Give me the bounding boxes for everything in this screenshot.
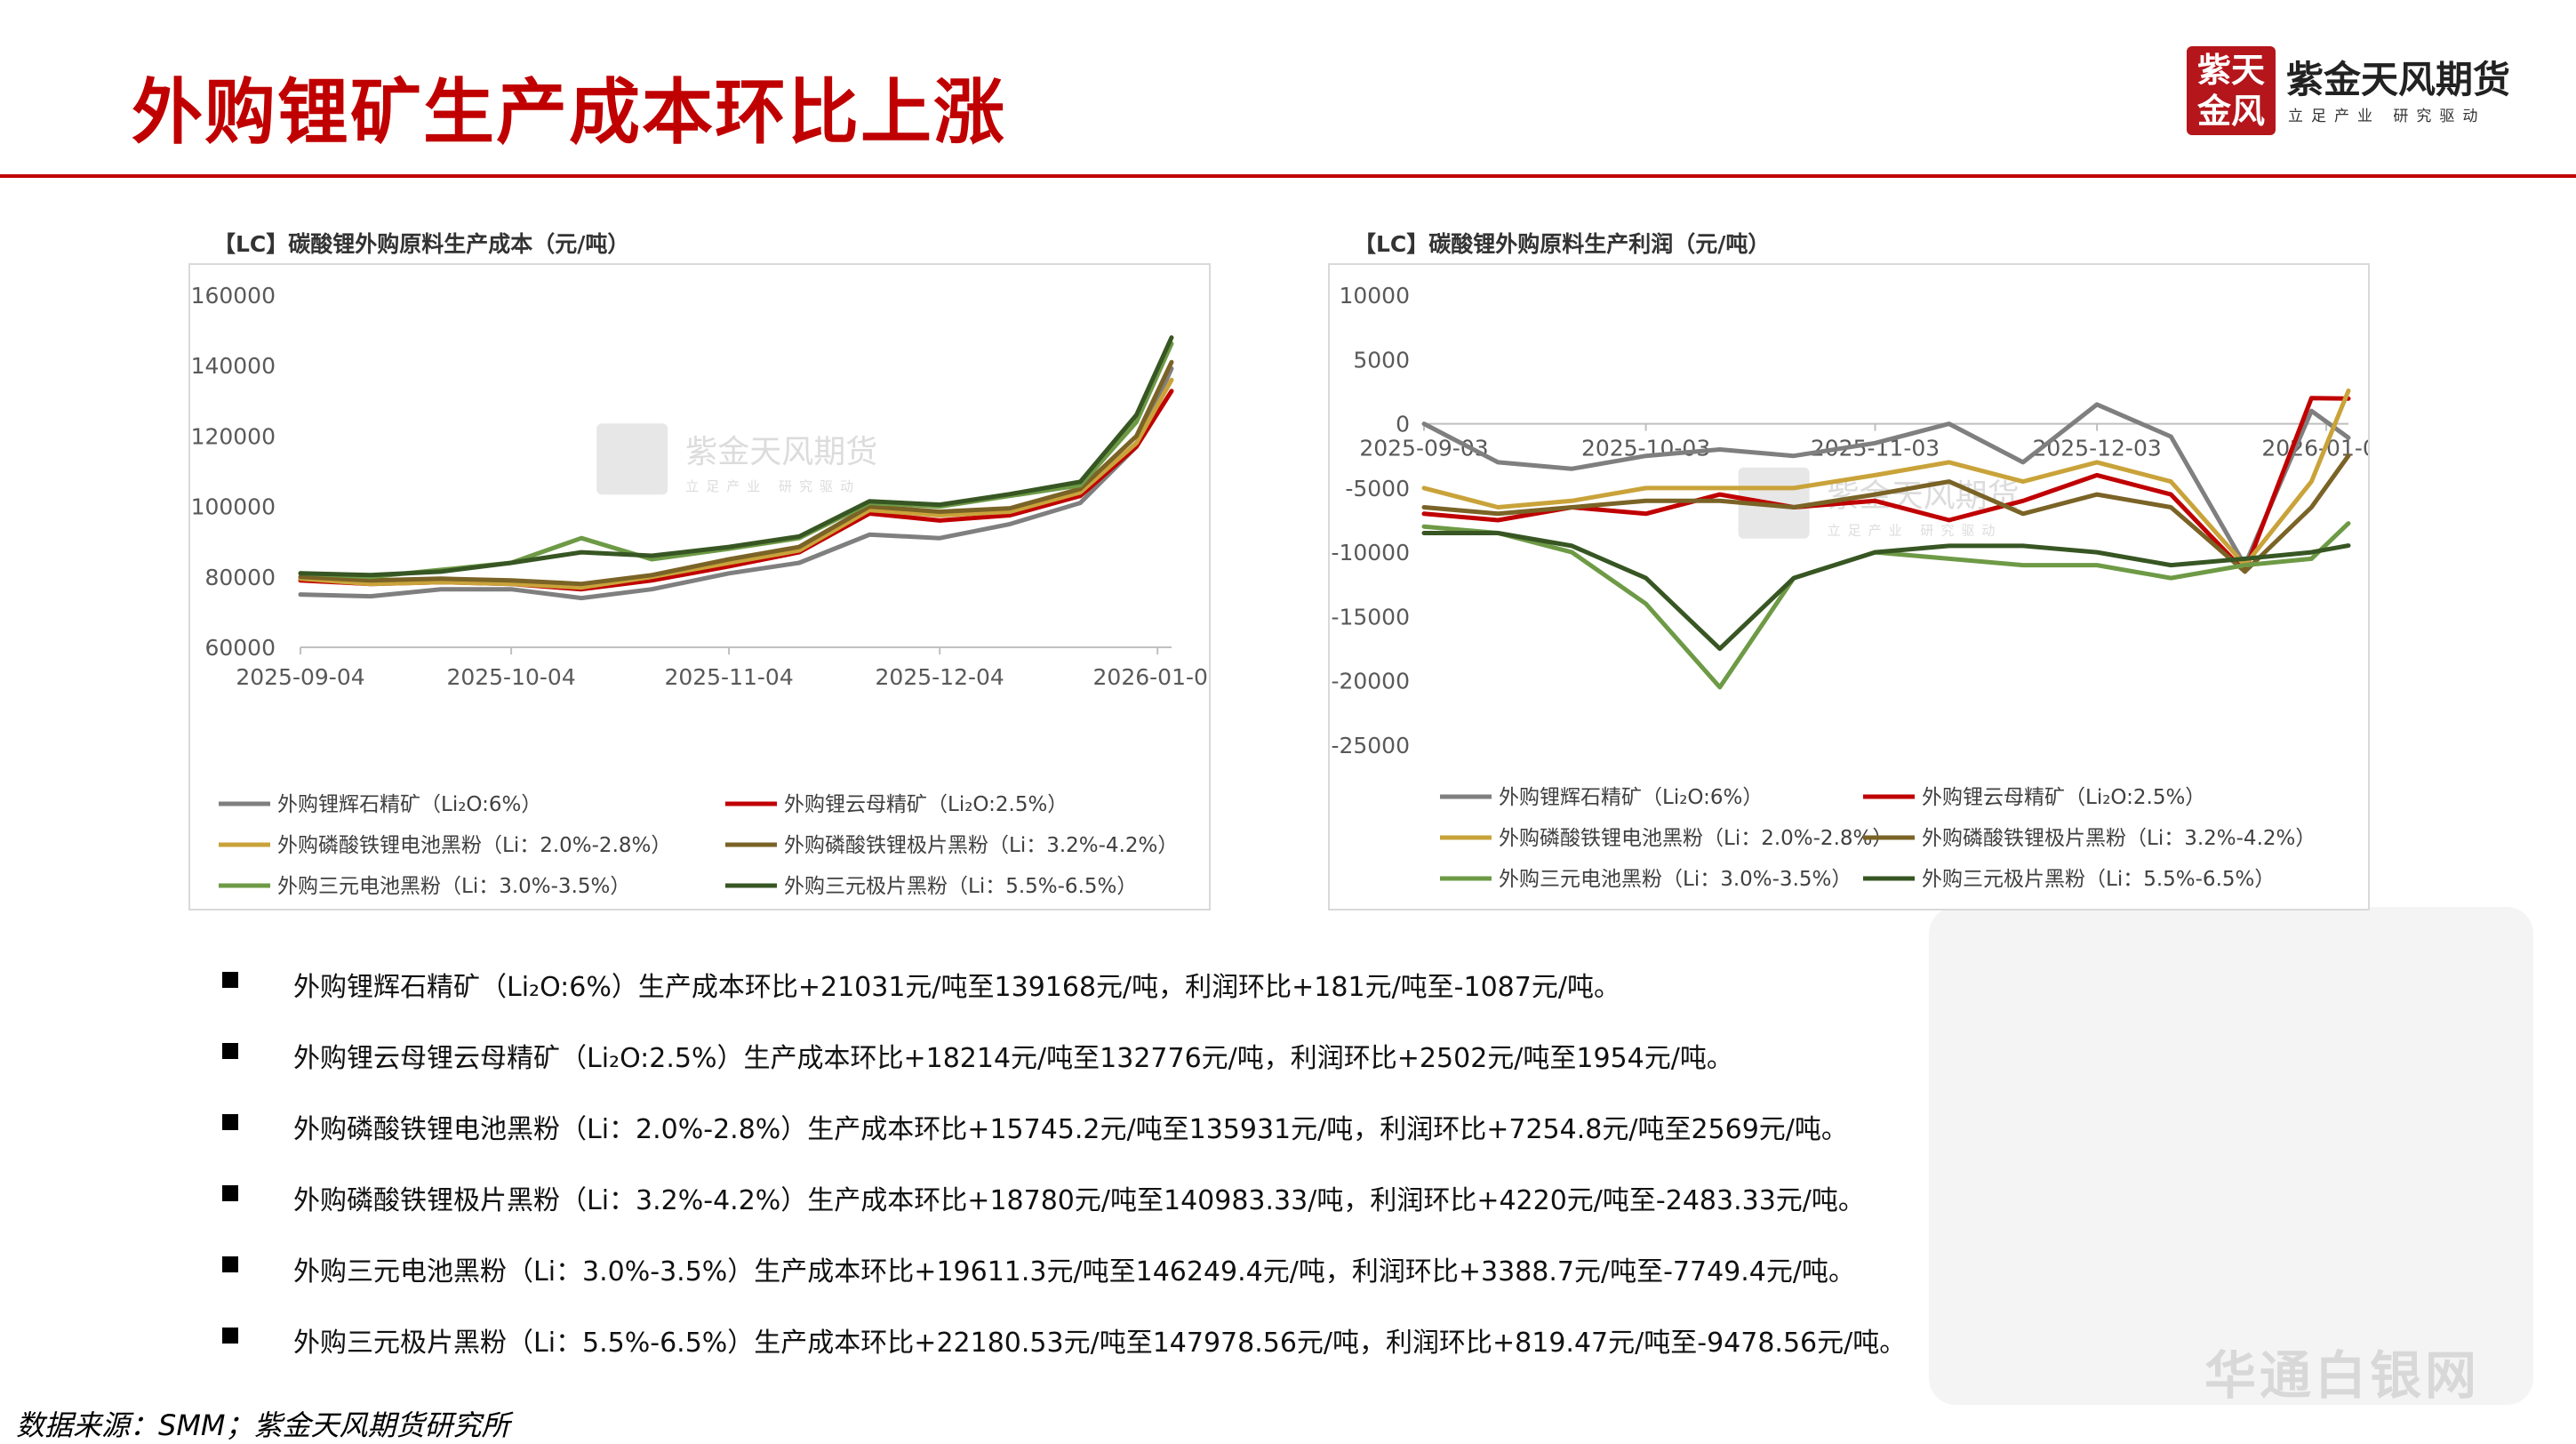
y-tick-label: 80000 — [204, 565, 276, 590]
legend-label: 外购三元电池黑粉（Li：3.0%-3.5%） — [277, 875, 630, 898]
corner-watermark: 华通白银网 — [2204, 1345, 2481, 1406]
series-line — [1421, 531, 2351, 652]
bullet-text: 外购磷酸铁锂电池黑粉（Li：2.0%-2.8%）生产成本环比+15745.2元/… — [293, 1114, 1848, 1145]
x-tick-label: 2025-12-04 — [876, 664, 1004, 690]
legend-label: 外购磷酸铁锂极片黑粉（Li：3.2%-4.2%） — [784, 834, 1178, 857]
bullet-square-icon — [222, 1185, 238, 1201]
bullet-square-icon — [222, 972, 238, 988]
y-tick-label: -10000 — [1331, 540, 1410, 566]
legend-label: 外购磷酸铁锂极片黑粉（Li：3.2%-4.2%） — [1922, 827, 2316, 850]
bullet-square-icon — [222, 1256, 238, 1272]
legend-label: 外购三元极片黑粉（Li：5.5%-6.5%） — [784, 875, 1137, 898]
x-tick-label: 2025-11-04 — [664, 664, 793, 690]
series-line — [298, 366, 1174, 601]
series-line — [1421, 388, 2351, 568]
logo-seal-icon: 紫天 金风 — [2187, 46, 2276, 135]
logo-name: 紫金天风期货 — [2286, 58, 2511, 101]
profit-chart-title: 【LC】碳酸锂外购原料生产利润（元/吨） — [1354, 231, 1771, 257]
y-tick-label: 140000 — [191, 353, 276, 379]
cost-chart-title: 【LC】碳酸锂外购原料生产成本（元/吨） — [213, 231, 630, 257]
x-tick-label: 2026-01-03 — [2261, 436, 2368, 461]
y-tick-label: 120000 — [191, 423, 276, 449]
legend-label: 外购磷酸铁锂电池黑粉（Li：2.0%-2.8%） — [1499, 827, 1892, 850]
series-line — [298, 335, 1174, 578]
watermark-slogan: 立足产业 研究驱动 — [685, 478, 860, 494]
x-tick-label: 2025-10-04 — [446, 664, 575, 690]
data-source: 数据来源：SMM；紫金天风期货研究所 — [16, 1408, 510, 1442]
company-logo: 紫天 金风 紫金天风期货 立足产业 研究驱动 — [2187, 46, 2524, 135]
y-tick-label: 100000 — [191, 494, 276, 520]
bullet-square-icon — [222, 1043, 238, 1059]
title-divider — [0, 174, 2576, 178]
series-line — [298, 359, 1174, 587]
watermark-name: 紫金天风期货 — [685, 434, 877, 470]
bullet-text: 外购磷酸铁锂极片黑粉（Li：3.2%-4.2%）生产成本环比+18780元/吨至… — [293, 1185, 1865, 1216]
y-tick-label: 160000 — [191, 283, 276, 309]
cost-chart-frame: 紫金天风期货立足产业 研究驱动 160000 140000 120000 100000 8… — [188, 263, 1222, 911]
legend-label: 外购三元电池黑粉（Li：3.0%-3.5%） — [1499, 868, 1852, 891]
logo-seal-line: 金风 — [2196, 91, 2265, 131]
y-tick-label: 0 — [1396, 412, 1410, 437]
y-tick-label: 10000 — [1339, 283, 1410, 309]
y-tick-label: 5000 — [1353, 347, 1410, 373]
watermark-slogan: 立足产业 研究驱动 — [1828, 523, 2003, 539]
background-seal-watermark — [1929, 907, 2533, 1405]
series-line — [1421, 402, 2351, 568]
bullet-text: 外购三元极片黑粉（Li：5.5%-6.5%）生产成本环比+22180.53元/吨… — [293, 1328, 1907, 1359]
logo-seal-line: 紫天 — [2196, 50, 2265, 90]
legend-label: 外购锂云母精矿（Li₂O:2.5%） — [1922, 786, 2205, 809]
series-line — [298, 377, 1174, 590]
y-tick-label: -20000 — [1331, 669, 1410, 694]
page-title: 外购锂矿生产成本环比上涨 — [132, 70, 1006, 154]
bullet-text: 外购锂云母锂云母精矿（Li₂O:2.5%）生产成本环比+18214元/吨至132… — [293, 1043, 1733, 1074]
y-tick-label: -25000 — [1331, 733, 1410, 758]
series-line — [1421, 521, 2351, 690]
legend-label: 外购锂辉石精矿（Li₂O:6%） — [1499, 786, 1763, 809]
legend-label: 外购锂辉石精矿（Li₂O:6%） — [277, 793, 541, 816]
page-header: 外购锂矿生产成本环比上涨 紫天 金风 紫金天风期货 立足产业 研究驱动 — [0, 0, 2576, 178]
watermark-seal-icon — [596, 423, 668, 495]
y-tick-label: -15000 — [1331, 604, 1410, 630]
bullet-square-icon — [222, 1328, 238, 1344]
y-tick-label: -5000 — [1345, 476, 1410, 501]
profit-chart-frame: 紫金天风期货 立足产业 研究驱动 10000 5000 0 -5000 -10000 -150… — [1328, 263, 2391, 911]
legend-label: 外购磷酸铁锂电池黑粉（Li：2.0%-2.8%） — [277, 834, 671, 857]
legend-label: 外购三元极片黑粉（Li：5.5%-6.5%） — [1922, 868, 2275, 891]
bullet-text: 外购锂辉石精矿（Li₂O:6%）生产成本环比+21031元/吨至139168元/… — [293, 972, 1620, 1003]
bullet-square-icon — [222, 1114, 238, 1130]
bullet-text: 外购三元电池黑粉（Li：3.0%-3.5%）生产成本环比+19611.3元/吨至… — [293, 1256, 1855, 1288]
legend-label: 外购锂云母精矿（Li₂O:2.5%） — [784, 793, 1068, 816]
x-tick-label: 2026-01-04 — [1093, 664, 1209, 690]
logo-slogan: 立足产业 研究驱动 — [2288, 108, 2486, 125]
x-tick-label: 2025-09-04 — [236, 664, 364, 690]
y-tick-label: 60000 — [204, 635, 276, 661]
